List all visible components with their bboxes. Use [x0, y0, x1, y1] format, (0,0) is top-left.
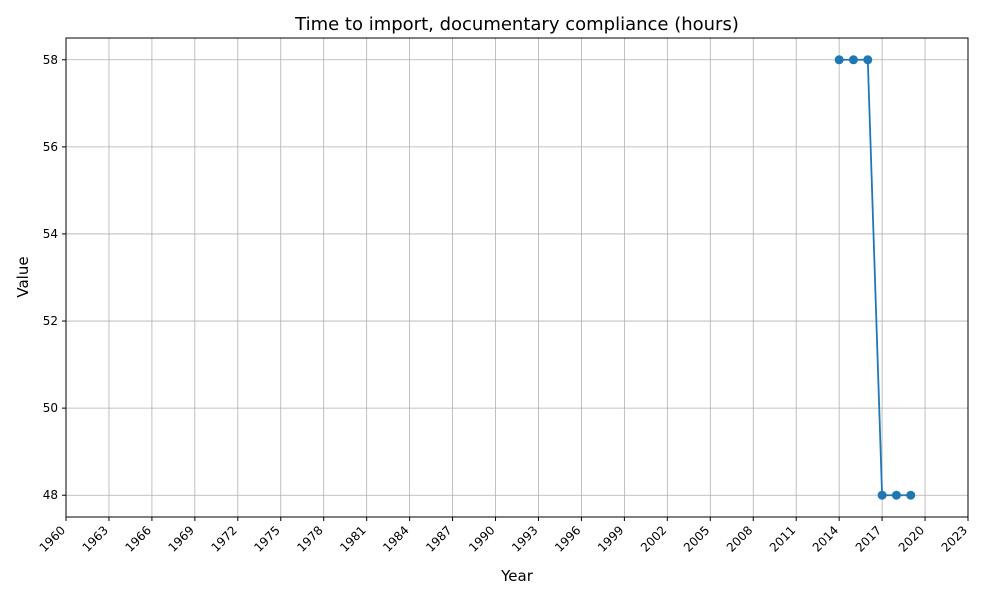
- x-tick-label: 2017: [853, 523, 884, 554]
- plot-frame: [65, 37, 969, 518]
- x-tick-label: 1966: [123, 523, 154, 554]
- x-tick-label: 2014: [810, 523, 841, 554]
- data-point: [863, 55, 873, 65]
- series-layer: [834, 55, 916, 500]
- y-tick-label: 56: [43, 140, 58, 154]
- x-tick-label: 2020: [896, 523, 927, 554]
- x-tick-label: 1981: [337, 523, 368, 554]
- x-tick-label: 2008: [724, 523, 755, 554]
- x-tick-label: 2011: [767, 523, 798, 554]
- y-axis-ticks: 48 50 52 54 56 58: [43, 53, 66, 502]
- data-point: [834, 55, 844, 65]
- data-point: [891, 490, 901, 500]
- chart-title: Time to import, documentary compliance (…: [294, 14, 739, 35]
- x-tick-label: 1960: [37, 523, 68, 554]
- y-axis-label: Value: [14, 256, 32, 297]
- x-tick-label: 1975: [251, 523, 282, 554]
- data-point: [906, 490, 916, 500]
- x-tick-label: 1978: [294, 523, 325, 554]
- x-tick-label: 1993: [509, 523, 540, 554]
- y-tick-label: 52: [43, 314, 58, 328]
- y-tick-label: 58: [43, 53, 58, 67]
- x-tick-label: 1969: [165, 523, 196, 554]
- data-point: [848, 55, 858, 65]
- x-tick-label: 1972: [208, 523, 239, 554]
- y-tick-label: 50: [43, 401, 58, 415]
- x-tick-label: 1987: [423, 523, 454, 554]
- x-axis-ticks: 1960 1963 1966 1969 1972 1975 1978 1981 1984 1987…: [37, 517, 970, 555]
- y-tick-label: 54: [43, 227, 58, 241]
- y-tick-label: 48: [43, 488, 58, 502]
- x-tick-label: 1963: [80, 523, 111, 554]
- x-tick-label: 1996: [552, 523, 583, 554]
- x-tick-label: 1990: [466, 523, 497, 554]
- x-tick-label: 2023: [939, 523, 970, 554]
- x-tick-label: 2005: [681, 523, 712, 554]
- x-tick-label: 1984: [380, 523, 411, 554]
- series-line: [839, 58, 911, 497]
- x-axis-label: Year: [500, 567, 534, 585]
- data-point: [877, 490, 887, 500]
- x-tick-label: 2002: [638, 523, 669, 554]
- grid: [65, 38, 969, 517]
- x-tick-label: 1999: [595, 523, 626, 554]
